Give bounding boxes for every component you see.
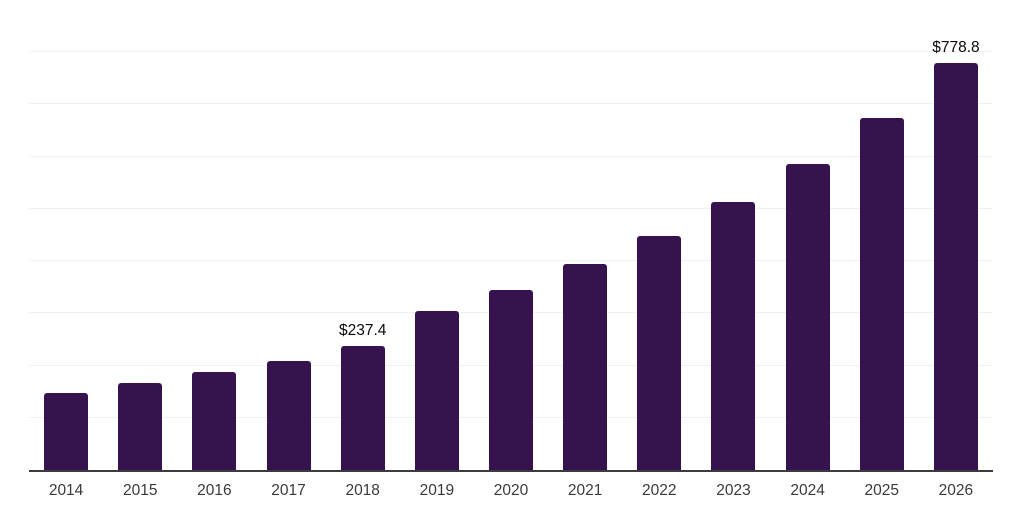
gridline xyxy=(29,207,993,209)
x-axis: 2014 2015 2016 2017 2018 2019 2020 2021 2022 2023… xyxy=(29,482,993,506)
x-tick-label-2016: 2016 xyxy=(197,482,232,499)
bar-2017 xyxy=(266,360,311,470)
x-tick-label-2017: 2017 xyxy=(271,482,306,499)
gridline xyxy=(29,260,993,262)
x-tick-label-2018: 2018 xyxy=(345,482,380,499)
plot-area: $237.4 $778.8 xyxy=(29,0,993,472)
x-tick-label-2022: 2022 xyxy=(642,482,677,499)
x-tick-label-2026: 2026 xyxy=(938,482,974,499)
bar-2024 xyxy=(785,163,830,470)
bar-2020 xyxy=(489,290,533,470)
x-tick-label-2019: 2019 xyxy=(419,482,455,499)
bar-2026 xyxy=(933,63,978,470)
x-tick-label-2024: 2024 xyxy=(790,482,825,499)
bar-value-label-2026: $778.8 xyxy=(932,39,980,57)
x-tick-label-2020: 2020 xyxy=(493,482,529,499)
bar-value-label-2018: $237.4 xyxy=(338,322,387,340)
x-tick-label-2021: 2021 xyxy=(567,482,603,499)
bar-2022 xyxy=(637,235,682,470)
bar-2018 xyxy=(340,346,385,470)
gridline xyxy=(29,51,993,53)
bar-2025 xyxy=(859,118,904,470)
gridline xyxy=(29,155,993,157)
gridline xyxy=(29,103,993,105)
x-tick-label-2015: 2015 xyxy=(122,482,158,499)
bar-2019 xyxy=(414,311,459,470)
x-tick-label-2014: 2014 xyxy=(48,482,84,499)
bar-2015 xyxy=(118,383,163,470)
x-tick-label-2023: 2023 xyxy=(716,482,751,499)
bar-2021 xyxy=(563,263,608,470)
x-tick-label-2025: 2025 xyxy=(864,482,900,499)
bar-2014 xyxy=(44,393,89,470)
bar-2023 xyxy=(711,202,756,470)
bar-2016 xyxy=(192,372,237,470)
